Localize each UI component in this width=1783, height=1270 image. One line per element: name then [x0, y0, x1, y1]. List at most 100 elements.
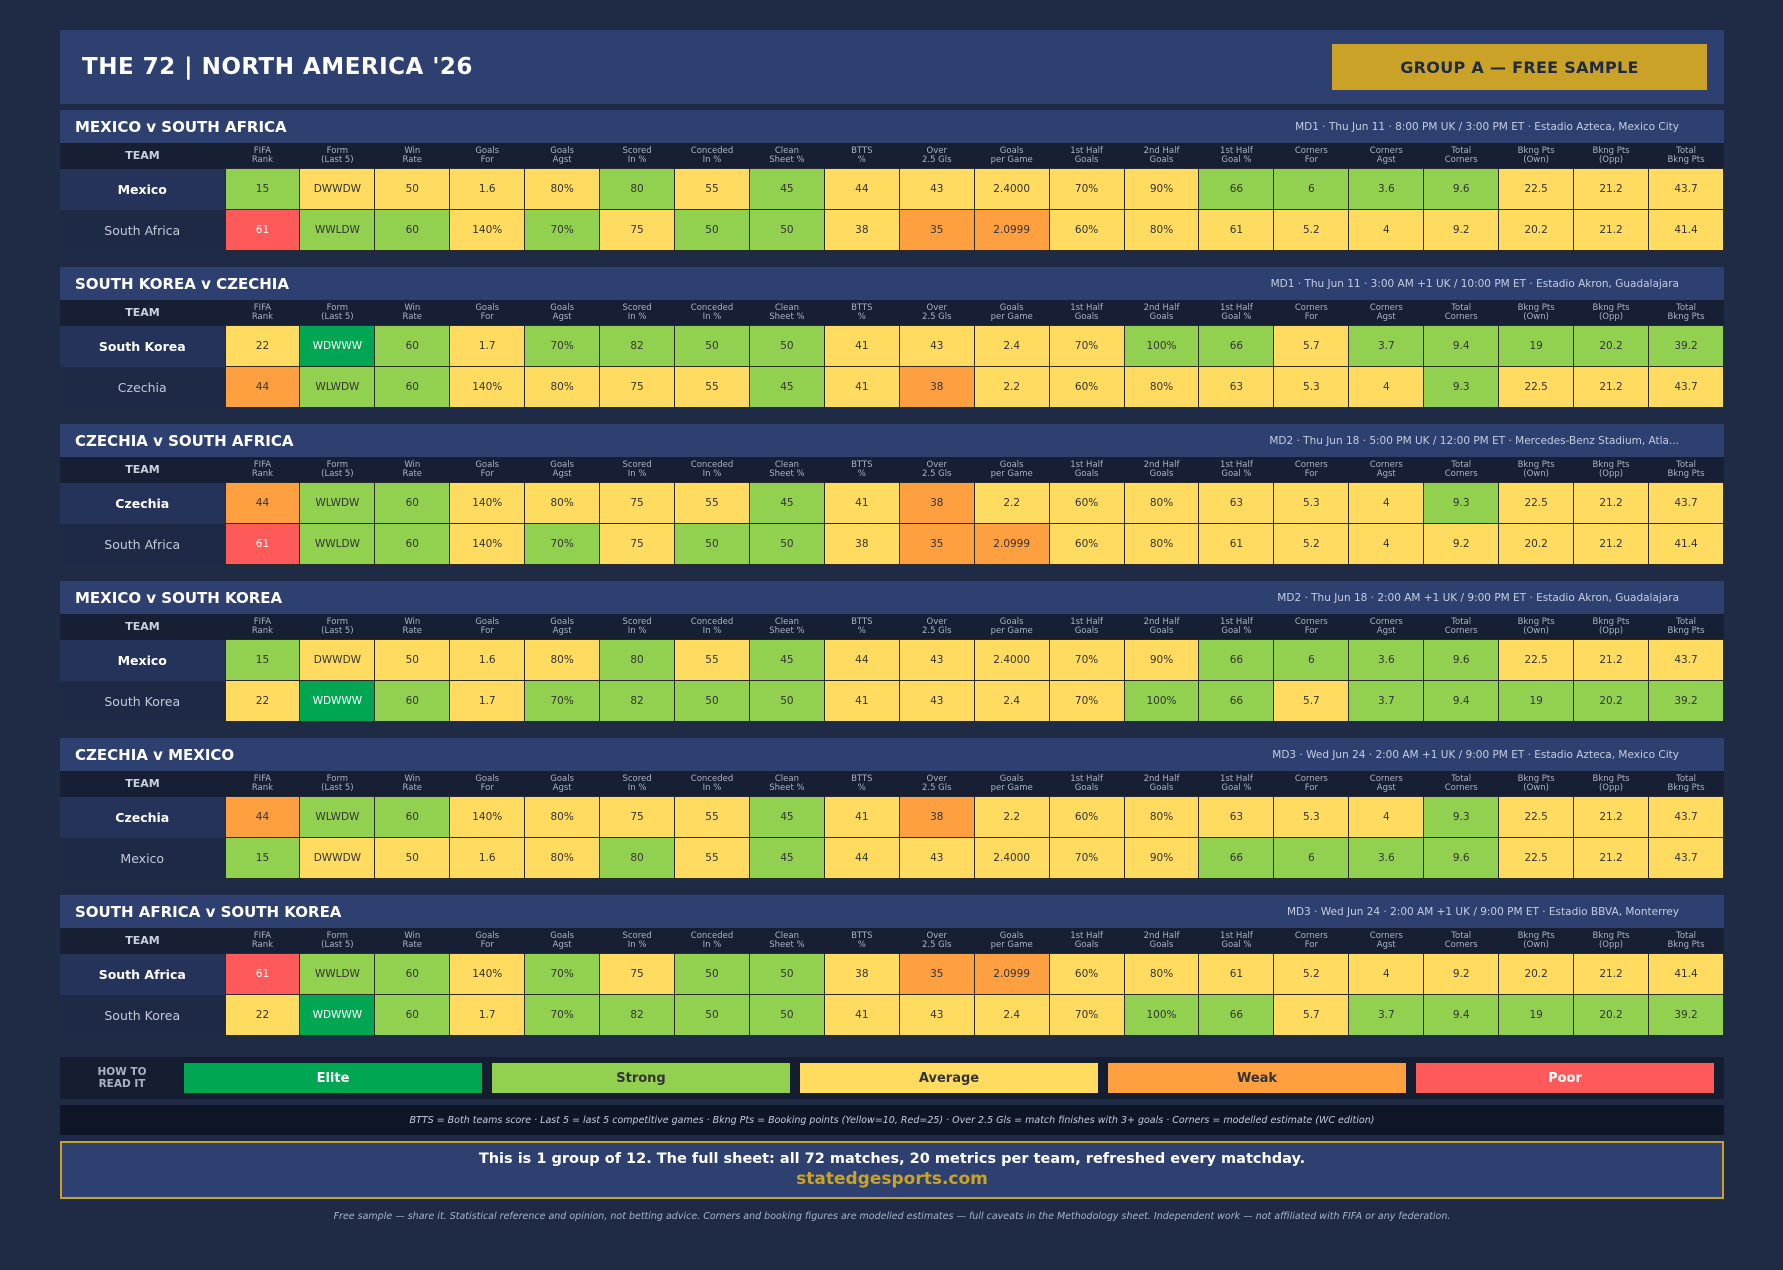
- stat-cell: WDWWW: [299, 680, 376, 722]
- match-header: MEXICO v SOUTH AFRICA MD1 · Thu Jun 11 · …: [60, 110, 1724, 143]
- stat-cell: 22.5: [1498, 837, 1575, 879]
- stat-cell: 45: [748, 168, 825, 210]
- stat-cell: 75: [599, 523, 676, 565]
- match-block: SOUTH KOREA v CZECHIA MD1 · Thu Jun 11 · …: [60, 267, 1724, 408]
- column-header: Total Bkng Pts: [1648, 143, 1724, 169]
- stat-cell: 43.7: [1648, 837, 1724, 879]
- column-header: FIFA Rank: [225, 300, 300, 326]
- match-header: SOUTH AFRICA v SOUTH KOREA MD3 · Wed Jun …: [60, 895, 1724, 928]
- stat-cell: 41: [823, 680, 900, 722]
- stat-cell: WWLDW: [299, 209, 376, 251]
- team-row: South Africa 61 WWLDW 60 140% 70% 75 50 50 38 35 2.…: [60, 209, 1724, 251]
- stat-cell: 50: [748, 994, 825, 1036]
- column-header: Scored In %: [599, 457, 675, 483]
- stat-cell: 43.7: [1648, 796, 1724, 838]
- stat-cell: 140%: [449, 796, 526, 838]
- stat-cell: 45: [748, 366, 825, 408]
- stat-cell: 6: [1273, 837, 1350, 879]
- column-header: Win Rate: [374, 300, 450, 326]
- stat-cell: 4: [1348, 209, 1425, 251]
- cta-link[interactable]: statedgesports.com: [796, 1169, 988, 1189]
- team-row: Mexico 15 DWWDW 50 1.6 80% 80 55 45 44 43 2.4000 70%…: [60, 168, 1724, 210]
- stat-cell: 70%: [524, 523, 601, 565]
- stat-cell: 80%: [1123, 482, 1200, 524]
- stat-cell: 1.7: [449, 325, 526, 367]
- stat-cell: 140%: [449, 953, 526, 995]
- stat-cell: DWWDW: [299, 837, 376, 879]
- stat-cell: 45: [748, 639, 825, 681]
- header-banner: THE 72 | NORTH AMERICA '26 GROUP A — FRE…: [60, 30, 1724, 104]
- stats-table: TEAM FIFA Rank Form (Last 5) Win Rate Goals For G…: [60, 771, 1724, 879]
- column-header: Goals per Game: [974, 614, 1050, 640]
- stat-cell: 60: [374, 366, 451, 408]
- stat-cell: 3.6: [1348, 168, 1425, 210]
- legend-items: Elite Strong Average Weak Poor: [184, 1063, 1724, 1093]
- stat-cell: 2.2: [973, 796, 1050, 838]
- column-header: Over 2.5 Gls: [899, 143, 975, 169]
- column-header: Total Corners: [1423, 928, 1499, 954]
- stat-cell: 39.2: [1648, 680, 1724, 722]
- stat-cell: 70%: [1048, 837, 1125, 879]
- stat-cell: 50: [748, 523, 825, 565]
- stat-cell: 61: [1198, 209, 1275, 251]
- stat-cell: 82: [599, 325, 676, 367]
- stat-cell: 50: [674, 680, 750, 722]
- stat-cell: 66: [1198, 680, 1275, 722]
- stat-cell: 80: [599, 639, 676, 681]
- column-header: Goals For: [449, 143, 525, 169]
- stat-cell: 60%: [1048, 953, 1125, 995]
- stat-cell: 41.4: [1648, 953, 1724, 995]
- stat-cell: 2.2: [973, 366, 1050, 408]
- match-info: MD3 · Wed Jun 24 · 2:00 AM +1 UK / 9:00 …: [1272, 748, 1679, 761]
- match-title: CZECHIA v SOUTH AFRICA: [75, 431, 294, 450]
- stat-cell: 44: [823, 168, 900, 210]
- stat-cell: 60: [374, 209, 451, 251]
- column-header: Goals For: [449, 928, 525, 954]
- team-row: Mexico 15 DWWDW 50 1.6 80% 80 55 45 44 43 2.4000 70%…: [60, 837, 1724, 879]
- column-header: 1st Half Goal %: [1198, 300, 1274, 326]
- stat-cell: 38: [823, 523, 900, 565]
- stat-cell: 35: [898, 953, 975, 995]
- legend-swatch-average: Average: [800, 1063, 1098, 1093]
- column-header: 1st Half Goals: [1049, 928, 1125, 954]
- team-row: South Africa 61 WWLDW 60 140% 70% 75 50 50 38 35 2.…: [60, 953, 1724, 995]
- team-name: South Korea: [60, 994, 225, 1036]
- stat-cell: 60: [374, 953, 451, 995]
- stat-cell: 5.3: [1273, 366, 1350, 408]
- stat-cell: 1.7: [449, 994, 526, 1036]
- stat-cell: 20.2: [1498, 953, 1575, 995]
- column-header: Total Corners: [1423, 614, 1499, 640]
- stat-cell: 3.7: [1348, 680, 1425, 722]
- stat-cell: 60: [374, 325, 451, 367]
- team-name: South Africa: [60, 523, 225, 565]
- stat-cell: 82: [599, 994, 676, 1036]
- column-header: Corners Agst: [1348, 928, 1424, 954]
- stat-cell: 66: [1198, 639, 1275, 681]
- stat-cell: 80%: [1123, 209, 1200, 251]
- team-name: Mexico: [60, 837, 225, 879]
- column-header: Form (Last 5): [299, 928, 375, 954]
- column-header: Conceded In %: [674, 300, 750, 326]
- stats-table: TEAM FIFA Rank Form (Last 5) Win Rate Goals For G…: [60, 300, 1724, 408]
- stat-cell: 5.7: [1273, 325, 1350, 367]
- stat-cell: 90%: [1123, 837, 1200, 879]
- column-header: Conceded In %: [674, 457, 750, 483]
- stat-cell: 45: [748, 482, 825, 524]
- stat-cell: 9.4: [1423, 680, 1500, 722]
- stat-cell: 35: [898, 523, 975, 565]
- column-header: Bkng Pts (Own): [1498, 143, 1574, 169]
- stat-cell: 15: [224, 639, 301, 681]
- column-header: Form (Last 5): [299, 143, 375, 169]
- column-header: Form (Last 5): [299, 614, 375, 640]
- team-column-header: TEAM: [60, 457, 225, 483]
- stat-cell: 70%: [524, 953, 601, 995]
- stat-cell: 21.2: [1573, 837, 1650, 879]
- column-header: Corners For: [1273, 928, 1349, 954]
- stat-cell: 45: [748, 796, 825, 838]
- stat-cell: 50: [374, 837, 451, 879]
- stat-cell: 80%: [1123, 366, 1200, 408]
- column-header: Corners For: [1273, 143, 1349, 169]
- column-header: Corners Agst: [1348, 300, 1424, 326]
- stat-cell: 41: [823, 325, 900, 367]
- stat-cell: 43: [898, 168, 975, 210]
